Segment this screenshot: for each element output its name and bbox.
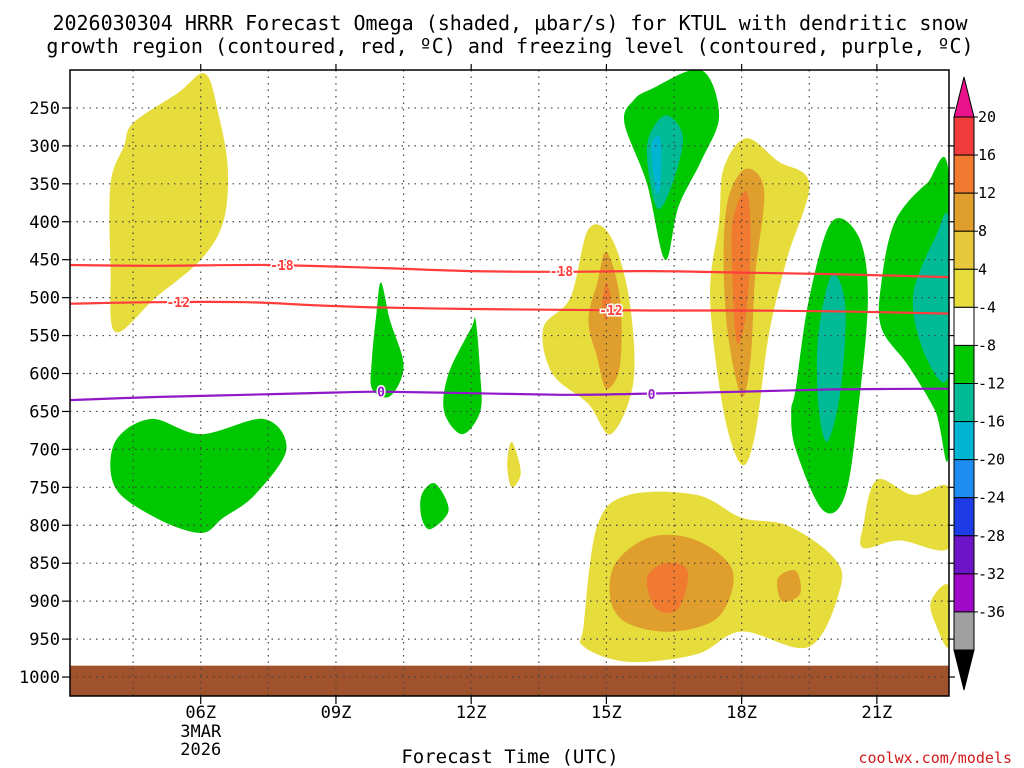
ytick-label-650: 650 xyxy=(29,402,60,422)
xtick-label-09Z: 09Z xyxy=(321,703,352,723)
colorbar-label--24: -24 xyxy=(978,489,1005,507)
ytick-label-350: 350 xyxy=(29,175,60,195)
chart-title-line2: growth region (contoured, red, ºC) and f… xyxy=(46,34,973,58)
omega-region-22 xyxy=(930,584,949,648)
colorbar-bin-2 xyxy=(953,192,975,232)
xtick-label-12Z: 12Z xyxy=(456,703,487,723)
omega-region-11 xyxy=(646,562,689,614)
omega-region-15 xyxy=(731,191,751,345)
colorbar-bin-1 xyxy=(953,154,975,194)
omega-shading xyxy=(70,70,949,696)
omega-colorbar: 20 16 12 8 4 -4 -8 -12 -16 -20 -24 -28 -32 -36 xyxy=(953,76,1005,691)
ytick-label-900: 900 xyxy=(29,592,60,612)
colorbar-bin-10 xyxy=(953,497,975,537)
contour-line-0 xyxy=(70,387,949,402)
colorbar-label--28: -28 xyxy=(978,527,1005,545)
colorbar-bin-7 xyxy=(953,383,975,423)
x-axis-label: Forecast Time (UTC) xyxy=(401,746,618,768)
omega-region-3 xyxy=(443,317,482,435)
colorbar-bin-13 xyxy=(953,611,975,651)
xtick-label-21Z: 21Z xyxy=(862,703,893,723)
ytick-label-450: 450 xyxy=(29,251,60,271)
colorbar-label-16: 16 xyxy=(978,146,996,164)
ytick-label-500: 500 xyxy=(29,289,60,309)
colorbar-label--32: -32 xyxy=(978,565,1005,583)
ytick-label-850: 850 xyxy=(29,554,60,574)
contour-label--18: -18 xyxy=(270,259,294,274)
temperature-contours: -18 -18 -12 -12 0 0 xyxy=(70,258,949,405)
ytick-label-750: 750 xyxy=(29,478,60,498)
colorbar-bottom-arrow xyxy=(953,649,975,691)
ytick-label-550: 550 xyxy=(29,327,60,347)
chart-title-line1: 2026030304 HRRR Forecast Omega (shaded, … xyxy=(52,11,968,35)
omega-region-12 xyxy=(776,570,802,602)
colorbar-label--8: -8 xyxy=(978,336,996,354)
omega-region-1 xyxy=(110,418,287,533)
colorbar-label-8: 8 xyxy=(978,222,987,240)
colorbar-bin-0 xyxy=(953,116,975,156)
colorbar-label--20: -20 xyxy=(978,451,1005,469)
omega-region-5 xyxy=(507,441,521,488)
omega-region-0 xyxy=(109,73,229,333)
colorbar-label--36: -36 xyxy=(978,603,1005,621)
colorbar-label-12: 12 xyxy=(978,184,996,202)
colorbar-label--12: -12 xyxy=(978,375,1005,393)
contour-label--18: -18 xyxy=(550,265,574,280)
contour-label--12: -12 xyxy=(599,304,622,319)
contour-label-0: 0 xyxy=(377,386,385,401)
colorbar-bin-6 xyxy=(953,344,975,384)
colorbar-top-arrow xyxy=(953,76,975,118)
contour-label-0: 0 xyxy=(648,388,656,403)
ytick-label-400: 400 xyxy=(29,213,60,233)
omega-region-20 xyxy=(816,273,846,442)
contour-line--18 xyxy=(70,263,949,279)
gridlines xyxy=(70,70,949,696)
ytick-label-1000: 1000 xyxy=(19,668,60,688)
ytick-label-800: 800 xyxy=(29,516,60,536)
xtick-label-15Z: 15Z xyxy=(591,703,622,723)
xtick-label-18Z: 18Z xyxy=(726,703,757,723)
colorbar-label--4: -4 xyxy=(978,298,996,316)
omega-region-2 xyxy=(370,282,404,398)
colorbar-bin-3 xyxy=(953,230,975,270)
pressure-axis: 250 300 350 400 450 500 550 600 650 700 750 800 850 9… xyxy=(19,99,955,688)
ytick-label-600: 600 xyxy=(29,365,60,385)
xtick-date: 3MAR xyxy=(180,722,222,742)
omega-region-7 xyxy=(588,251,622,389)
contour-line--12 xyxy=(70,300,949,315)
contour-label--12: -12 xyxy=(166,296,189,311)
omega-region-4 xyxy=(420,483,449,530)
xtick-label-06Z: 06Z xyxy=(185,703,216,723)
ytick-label-300: 300 xyxy=(29,137,60,157)
xtick-year: 2026 xyxy=(180,740,221,760)
colorbar-bin-5 xyxy=(953,306,975,346)
colorbar-bin-4 xyxy=(953,268,975,308)
plot-frame xyxy=(69,69,950,697)
ytick-label-700: 700 xyxy=(29,440,60,460)
ytick-label-950: 950 xyxy=(29,630,60,650)
omega-region-18 xyxy=(651,135,662,195)
omega-region-21 xyxy=(860,478,949,551)
terrain-band xyxy=(70,665,949,696)
colorbar-bin-12 xyxy=(953,573,975,613)
ytick-label-250: 250 xyxy=(29,99,60,119)
colorbar-bin-8 xyxy=(953,421,975,461)
colorbar-label-20: 20 xyxy=(978,108,996,126)
colorbar-bin-11 xyxy=(953,535,975,575)
credit-text: coolwx.com/models xyxy=(858,749,1012,767)
omega-region-24 xyxy=(912,212,949,383)
colorbar-bin-9 xyxy=(953,459,975,499)
colorbar-label-4: 4 xyxy=(978,260,987,278)
colorbar-label--16: -16 xyxy=(978,413,1005,431)
